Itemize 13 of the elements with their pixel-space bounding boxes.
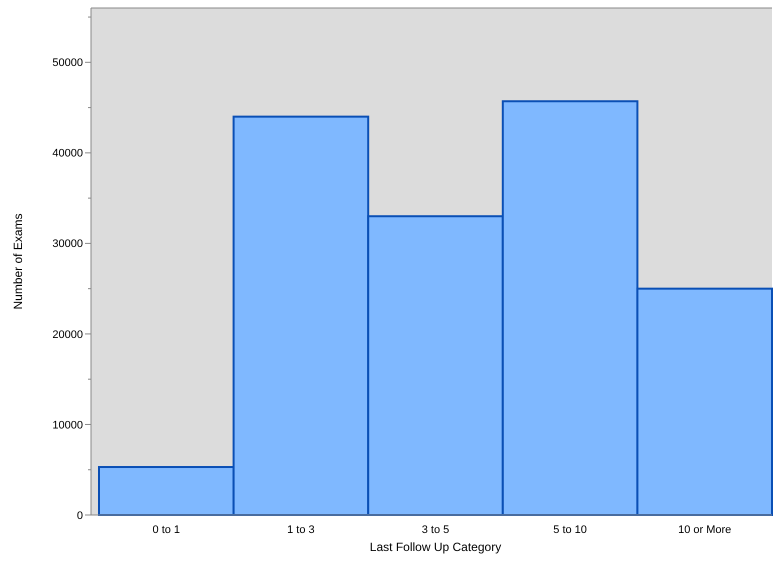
y-tick-label: 10000 — [52, 419, 83, 432]
x-tick-label: 1 to 3 — [287, 524, 315, 536]
x-tick-label: 0 to 1 — [152, 524, 180, 536]
x-tick-label: 10 or More — [678, 524, 732, 536]
y-axis-title: Number of Exams — [11, 213, 26, 310]
x-tick-label: 3 to 5 — [422, 524, 450, 536]
x-axis-title: Last Follow Up Category — [370, 540, 502, 554]
y-tick-label: 40000 — [52, 148, 83, 160]
y-tick-label: 0 — [76, 510, 83, 522]
y-tick-label: 20000 — [52, 328, 83, 341]
x-tick-label: 5 to 10 — [553, 524, 587, 536]
y-tick-label: 50000 — [52, 57, 83, 70]
y-tick-label: 30000 — [52, 238, 83, 250]
